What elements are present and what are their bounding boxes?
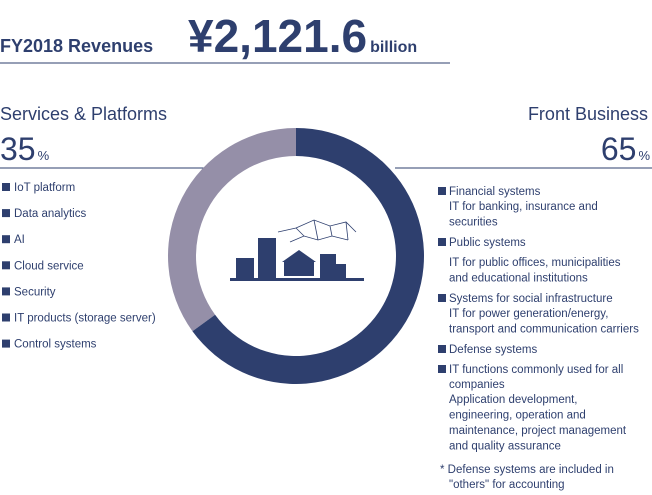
total: ¥2,121.6	[188, 10, 367, 62]
right-item: Defense systems	[449, 344, 537, 356]
bullet	[2, 339, 10, 348]
left-item: IT products (storage server)	[14, 313, 156, 325]
bullet	[2, 287, 10, 296]
left-item: Security	[14, 286, 56, 298]
bullet	[438, 238, 446, 246]
left-value: 35	[0, 131, 36, 167]
donut	[168, 128, 424, 385]
bullet	[2, 183, 10, 191]
bullet	[438, 345, 446, 353]
bullet	[2, 209, 10, 218]
left-item: Control systems	[14, 339, 97, 351]
right-detail: Application development,	[449, 394, 578, 406]
right-item: IT functions commonly used for all	[449, 364, 623, 376]
donut-segment	[168, 128, 296, 332]
right-detail: maintenance, project management	[449, 425, 627, 437]
right-item: Systems for social infrastructure	[449, 293, 613, 305]
right-detail: transport and communication carriers	[449, 324, 639, 336]
right-detail: IT for banking, insurance and	[449, 201, 598, 213]
left-item: Cloud service	[14, 260, 84, 272]
right-unit: %	[638, 148, 650, 163]
bullet	[2, 235, 10, 244]
left-item: IoT platform	[14, 182, 75, 194]
left-item: AI	[14, 234, 25, 246]
left-item: Data analytics	[14, 208, 86, 220]
bullet	[2, 261, 10, 270]
bullet	[438, 365, 446, 373]
right-item: Public systems	[449, 237, 526, 249]
bullet	[438, 294, 446, 302]
right-detail: IT for power generation/energy,	[449, 308, 608, 320]
right-detail: and quality assurance	[449, 441, 561, 453]
right-detail: and educational institutions	[449, 273, 588, 285]
total-unit: billion	[370, 39, 417, 56]
left-unit: %	[38, 148, 50, 163]
bullet	[438, 187, 446, 195]
right-detail: IT for public offices, municipalities	[449, 257, 621, 269]
right-item: Financial systems	[449, 186, 541, 198]
right-heading: Front Business	[528, 104, 648, 124]
right-detail: securities	[449, 217, 498, 229]
left-heading: Services & Platforms	[0, 104, 167, 124]
right-value: 65	[601, 131, 637, 167]
right-detail: engineering, operation and	[449, 410, 586, 422]
bullet	[2, 313, 10, 322]
city-icon	[230, 219, 364, 281]
right-item: companies	[449, 379, 505, 391]
title: FY2018 Revenues	[0, 36, 153, 56]
footnote: * Defense systems are included in	[440, 464, 614, 476]
footnote: "others" for accounting	[449, 479, 565, 491]
